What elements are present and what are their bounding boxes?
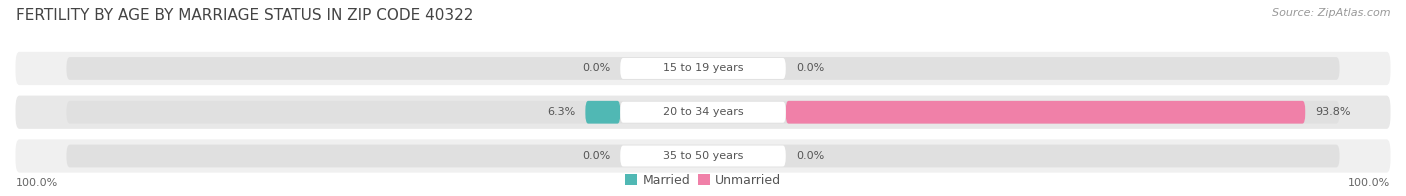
Text: 35 to 50 years: 35 to 50 years <box>662 151 744 161</box>
Text: FERTILITY BY AGE BY MARRIAGE STATUS IN ZIP CODE 40322: FERTILITY BY AGE BY MARRIAGE STATUS IN Z… <box>15 8 472 23</box>
Text: 100.0%: 100.0% <box>1348 178 1391 188</box>
FancyBboxPatch shape <box>66 145 1340 167</box>
FancyBboxPatch shape <box>786 101 1305 124</box>
Text: 6.3%: 6.3% <box>547 107 575 117</box>
FancyBboxPatch shape <box>620 145 786 167</box>
FancyBboxPatch shape <box>620 102 786 123</box>
Text: 100.0%: 100.0% <box>15 178 58 188</box>
Text: 0.0%: 0.0% <box>796 64 824 74</box>
FancyBboxPatch shape <box>15 52 1391 85</box>
Text: Source: ZipAtlas.com: Source: ZipAtlas.com <box>1272 8 1391 18</box>
FancyBboxPatch shape <box>66 57 1340 80</box>
FancyBboxPatch shape <box>66 101 1340 124</box>
FancyBboxPatch shape <box>15 139 1391 173</box>
FancyBboxPatch shape <box>620 58 786 79</box>
Text: 0.0%: 0.0% <box>582 64 610 74</box>
Text: 15 to 19 years: 15 to 19 years <box>662 64 744 74</box>
Text: 93.8%: 93.8% <box>1316 107 1351 117</box>
Legend: Married, Unmarried: Married, Unmarried <box>624 174 782 187</box>
Text: 20 to 34 years: 20 to 34 years <box>662 107 744 117</box>
FancyBboxPatch shape <box>15 96 1391 129</box>
Text: 0.0%: 0.0% <box>796 151 824 161</box>
Text: 0.0%: 0.0% <box>582 151 610 161</box>
FancyBboxPatch shape <box>585 101 620 124</box>
